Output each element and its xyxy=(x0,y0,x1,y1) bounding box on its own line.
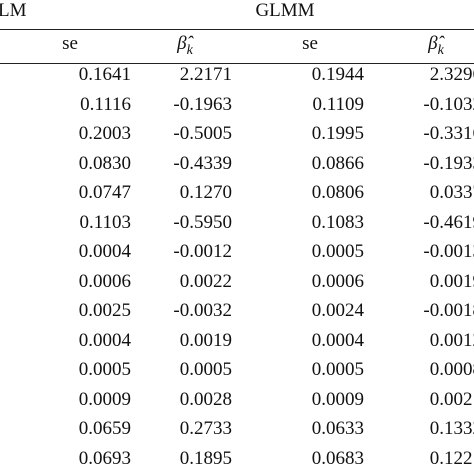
table-cell: 0.0004 xyxy=(78,241,131,262)
table-cell: 0.0693 xyxy=(78,447,131,469)
table-cell: 0.1895 xyxy=(179,447,232,469)
header-text: β̂ xyxy=(428,33,438,54)
table-cell: 0.0009 xyxy=(78,388,131,410)
table-cell: 0.1103 xyxy=(79,211,131,233)
table-cell: 0.1641 xyxy=(78,64,131,85)
table-cell: 0.0005 xyxy=(179,359,232,380)
table-cell: -0.5005 xyxy=(173,123,232,144)
table-cell: 0.1270 xyxy=(179,182,232,203)
table-cell: -0.1933 xyxy=(423,152,474,174)
table-cell: -0.0013 xyxy=(423,241,474,262)
table-cell: 0.0683 xyxy=(311,447,364,469)
table-cell: -0.0012 xyxy=(173,241,232,262)
header-subscript: k xyxy=(186,42,193,58)
column-header: β̂k xyxy=(145,33,225,62)
table-cell: 0.1083 xyxy=(311,211,364,233)
table-cell: 0.0747 xyxy=(78,182,131,203)
header-text: se xyxy=(62,33,78,54)
table-cell: 0.0008 xyxy=(429,359,474,380)
table-cell: -0.0032 xyxy=(173,300,232,321)
table-cell: 0.0019 xyxy=(429,270,474,292)
table-cell: 0.0633 xyxy=(311,418,364,439)
table-cell: 0.1995 xyxy=(311,123,364,144)
table-cell: 0.0009 xyxy=(311,388,364,410)
column-header: β̂k xyxy=(396,33,474,62)
table-cell: 0.0012 xyxy=(429,329,474,351)
table-cell: 0.0866 xyxy=(311,152,364,174)
table-cell: 0.0006 xyxy=(78,270,131,292)
header-subscript: k xyxy=(437,42,444,58)
column-header: se xyxy=(30,33,110,55)
table-cell: 0.0022 xyxy=(179,270,232,292)
header-rule xyxy=(0,63,474,64)
table-cell: 0.2003 xyxy=(78,123,131,144)
table-cell: 0.0028 xyxy=(179,388,232,410)
table-cell: 0.0005 xyxy=(311,359,364,380)
header-text: β̂ xyxy=(177,33,187,54)
table-cell: 0.0025 xyxy=(78,300,131,321)
table-cell: -0.5950 xyxy=(173,211,232,233)
table-cell: -0.4619 xyxy=(423,211,474,233)
table-cell: 0.2733 xyxy=(179,418,232,439)
table-cell: -0.1032 xyxy=(423,93,474,115)
table-cell: 0.0005 xyxy=(311,241,364,262)
group-header: LM xyxy=(0,0,27,21)
table-cell: 0.0806 xyxy=(311,182,364,203)
table-cell: 0.0004 xyxy=(78,329,131,351)
table-cell: -0.0018 xyxy=(423,300,474,321)
table-cell: 0.0006 xyxy=(311,270,364,292)
table-cell: -0.4339 xyxy=(173,152,232,174)
table-cell: -0.3316 xyxy=(423,123,474,144)
table-cell: 0.0004 xyxy=(311,329,364,351)
table-cell: 0.0024 xyxy=(311,300,364,321)
column-header: se xyxy=(270,33,350,55)
table-cell: 0.1221 xyxy=(429,447,474,469)
table-cell: 0.0005 xyxy=(78,359,131,380)
table-cell: 2.3296 xyxy=(429,64,474,85)
table-cell: 0.1116 xyxy=(80,93,131,115)
table-cell: 0.0021 xyxy=(429,388,474,410)
table-cell: 0.0019 xyxy=(179,329,232,351)
table-cell: 0.0337 xyxy=(429,182,474,203)
group-header: GLMM xyxy=(255,0,315,21)
table-cell: 0.1332 xyxy=(429,418,474,439)
table-cell: 0.0659 xyxy=(78,418,131,439)
table-cell: -0.1963 xyxy=(173,93,232,115)
table-cell: 2.2171 xyxy=(179,64,232,85)
table-cell: 0.0830 xyxy=(78,152,131,174)
header-text: se xyxy=(302,33,318,54)
table-cell: 0.1109 xyxy=(312,93,364,115)
table-cell: 0.1944 xyxy=(311,64,364,85)
header-rule xyxy=(0,29,474,30)
